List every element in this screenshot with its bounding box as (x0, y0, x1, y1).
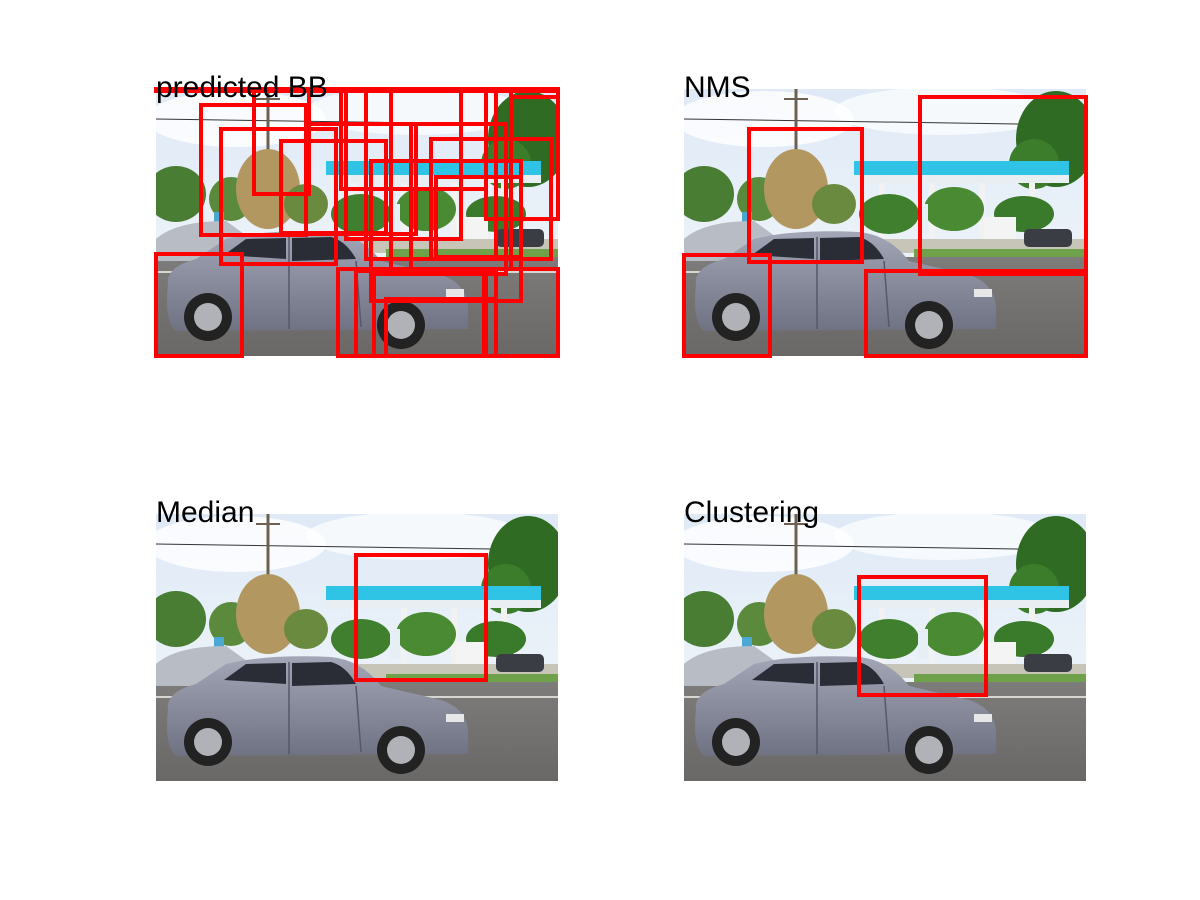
bounding-box (682, 253, 772, 358)
panel-clustering: Clustering (684, 496, 1086, 781)
bounding-box (384, 297, 498, 358)
bounding-box (747, 127, 864, 264)
bounding-box (154, 87, 560, 93)
bounding-box (482, 267, 560, 358)
bounding-box (918, 95, 1088, 276)
bounding-box (354, 553, 488, 682)
bounding-box (372, 272, 488, 358)
bounding-boxes (354, 553, 488, 682)
bounding-box (219, 127, 338, 266)
bounding-box (864, 269, 1088, 358)
panel-predicted-bb: predicted BB (154, 71, 560, 358)
panel-nms: NMS (682, 71, 1088, 358)
bounding-box (369, 159, 523, 303)
panel-title: predicted BB (156, 71, 328, 104)
panel-title: Clustering (684, 496, 820, 529)
bounding-box (344, 87, 463, 241)
bounding-boxes (154, 87, 560, 358)
bounding-boxes (682, 95, 1088, 358)
bounding-box (304, 122, 418, 236)
panel-title: NMS (684, 71, 751, 104)
panel-title: Median (156, 496, 255, 529)
bounding-box (154, 252, 244, 358)
bounding-box (354, 269, 498, 358)
bounding-boxes (857, 575, 988, 697)
bounding-box (857, 575, 988, 697)
bounding-box (409, 122, 508, 276)
panel-median: Median (156, 496, 558, 781)
